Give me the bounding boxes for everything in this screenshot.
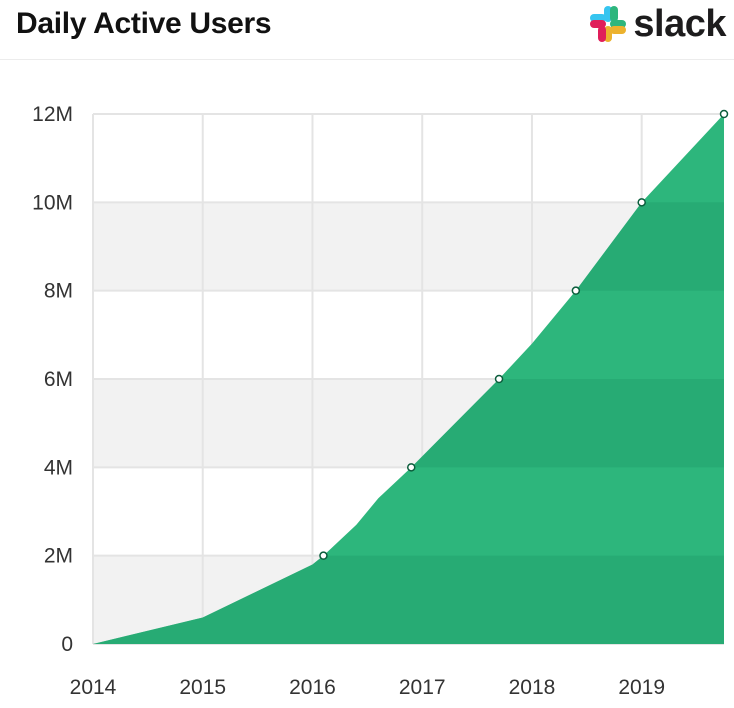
chart-header: Daily Active Users slack [0, 0, 734, 60]
y-tick-label: 10M [32, 191, 73, 214]
data-marker [637, 198, 646, 207]
data-marker [319, 551, 328, 560]
data-markers [319, 109, 729, 560]
data-marker [494, 374, 504, 384]
x-tick-label: 2016 [289, 676, 336, 699]
data-marker [719, 109, 729, 119]
chart-title: Daily Active Users [16, 7, 272, 40]
x-tick-label: 2014 [70, 676, 117, 699]
y-tick-label: 0 [61, 633, 73, 656]
x-axis-tick-labels: 2014 2015 2016 2017 2018 2019 [70, 676, 665, 699]
brand-logo: slack [589, 2, 726, 46]
slack-logo-icon [590, 6, 627, 42]
data-marker [406, 463, 416, 472]
y-tick-label: 4M [44, 456, 73, 479]
y-axis-tick-labels: 0 2M 4M 6M 8M 10M 12M [32, 103, 73, 656]
brand-name: slack [633, 3, 726, 45]
y-tick-label: 12M [32, 103, 73, 126]
y-tick-label: 8M [44, 280, 73, 303]
y-tick-label: 6M [44, 368, 73, 391]
area-fill [93, 114, 724, 644]
x-tick-label: 2015 [179, 676, 226, 699]
y-tick-label: 2M [44, 545, 73, 568]
x-tick-label: 2018 [509, 676, 556, 699]
data-marker [571, 286, 581, 295]
x-tick-label: 2019 [618, 676, 665, 699]
x-tick-label: 2017 [399, 676, 446, 699]
